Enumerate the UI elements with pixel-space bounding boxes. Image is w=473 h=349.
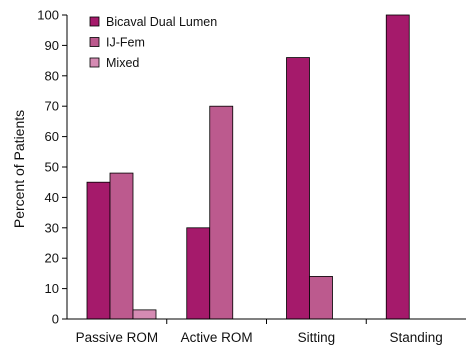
y-tick-label-70: 70	[45, 99, 59, 114]
bar-sitting-ij-fem	[309, 276, 333, 320]
y-tick-label-90: 90	[45, 38, 59, 53]
y-tick-label-100: 100	[37, 8, 59, 23]
y-tick-label-0: 0	[52, 312, 59, 327]
y-axis-title: Percent of Patients	[11, 110, 27, 228]
legend-swatch-bicaval-dual-lumen	[89, 16, 100, 27]
legend-swatch-ij-fem	[89, 37, 100, 47]
x-tick-label-active-rom: Active ROM	[181, 330, 253, 345]
bar-active-rom-ij-fem	[209, 105, 234, 320]
legend-label-bicaval-dual-lumen: Bicaval Dual Lumen	[106, 15, 217, 29]
legend-label-mixed: Mixed	[106, 56, 139, 70]
bar-standing-bicaval-dual-lumen	[385, 14, 410, 320]
x-axis-ticks: Passive ROM Active ROM Sitting Standing	[76, 319, 443, 345]
y-tick-label-20: 20	[45, 251, 59, 266]
bar-passive-rom-mixed	[132, 309, 157, 320]
x-tick-label-standing: Standing	[389, 330, 442, 345]
legend-label-ij-fem: IJ-Fem	[106, 36, 145, 50]
bar-sitting-bicaval-dual-lumen	[286, 57, 310, 320]
y-tick-label-60: 60	[45, 129, 59, 144]
x-tick-label-passive-rom: Passive ROM	[76, 330, 159, 345]
y-tick-label-30: 30	[45, 220, 59, 235]
x-tick-label-sitting: Sitting	[298, 330, 336, 345]
bar-passive-rom-bicaval-dual-lumen	[86, 181, 111, 320]
y-tick-label-50: 50	[45, 160, 59, 175]
y-tick-label-10: 10	[45, 281, 59, 296]
legend: Bicaval Dual Lumen IJ-Fem Mixed	[89, 15, 217, 70]
y-axis-ticks: 0 10 20 30 40 50 60 70 80 90 100	[37, 8, 67, 327]
y-tick-label-40: 40	[45, 190, 59, 205]
bar-passive-rom-ij-fem	[109, 172, 134, 320]
bar-active-rom-bicaval-dual-lumen	[186, 227, 211, 320]
legend-swatch-mixed	[89, 57, 100, 68]
y-tick-label-80: 80	[45, 68, 59, 83]
